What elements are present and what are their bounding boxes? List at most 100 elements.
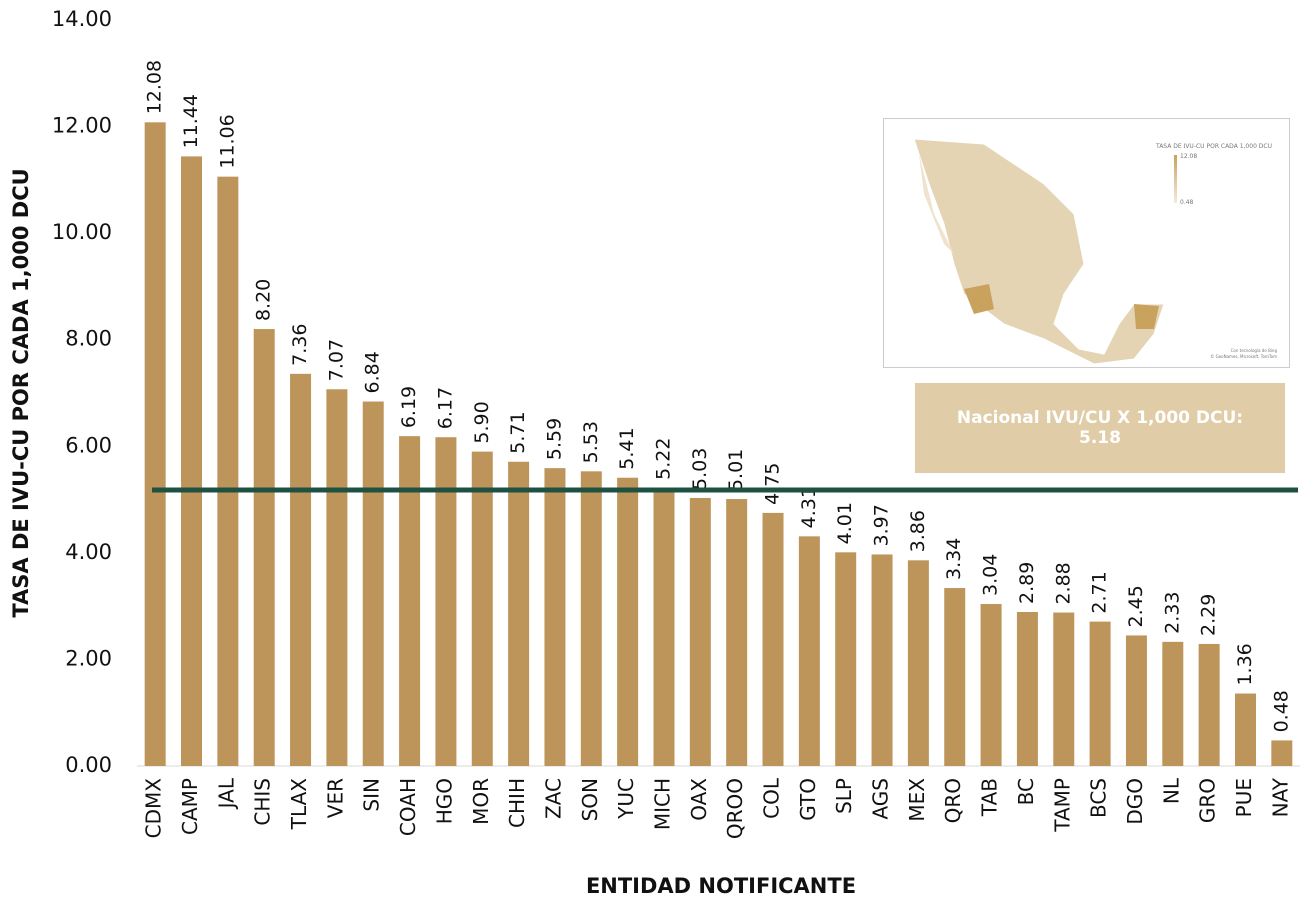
bar xyxy=(689,497,711,766)
x-tick-label: TAB xyxy=(978,778,1002,817)
value-label: 7.36 xyxy=(289,324,311,366)
y-axis-label: TASA DE IVU-CU POR CADA 1,000 DCU xyxy=(9,168,33,617)
bar xyxy=(1162,641,1184,766)
map-state xyxy=(1134,304,1159,329)
x-tick-label: SIN xyxy=(360,778,384,812)
y-tick-label: 2.00 xyxy=(65,646,112,670)
value-label: 3.04 xyxy=(980,554,1002,596)
value-label: 6.84 xyxy=(362,351,384,393)
x-tick-label: TLAX xyxy=(287,778,311,831)
y-tick-label: 4.00 xyxy=(65,540,112,564)
value-label: 5.53 xyxy=(580,421,602,463)
bar xyxy=(1089,621,1111,766)
x-tick-label: MICH xyxy=(650,778,674,830)
bar xyxy=(144,122,166,766)
y-tick-label: 6.00 xyxy=(65,433,112,457)
x-tick-label: SLP xyxy=(832,778,856,814)
value-label: 5.03 xyxy=(689,448,711,490)
map-country xyxy=(913,138,1164,364)
x-tick-label: QRO xyxy=(941,778,965,823)
value-label: 2.88 xyxy=(1052,562,1074,604)
x-tick-label: YUC xyxy=(614,778,638,820)
bar xyxy=(653,487,675,766)
bar xyxy=(798,536,820,766)
value-label: 3.34 xyxy=(943,538,965,580)
value-label: 5.71 xyxy=(507,411,529,453)
map-inset: TASA DE IVU-CU POR CADA 1,000 DCU 12.08 … xyxy=(883,118,1290,368)
x-tick-label: HGO xyxy=(432,778,456,824)
x-tick-label: AGS xyxy=(869,778,893,820)
value-label: 6.17 xyxy=(434,387,456,429)
bar xyxy=(1234,693,1256,766)
x-tick-label: CHIH xyxy=(505,778,529,828)
x-tick-label: GTO xyxy=(796,778,820,821)
bar xyxy=(580,471,602,766)
value-label: 4.75 xyxy=(762,463,784,505)
bar xyxy=(217,176,239,766)
bar xyxy=(1016,612,1038,766)
map-legend-min: 0.48 xyxy=(1180,199,1194,206)
x-tick-label: SON xyxy=(578,778,602,821)
x-tick-label: MEX xyxy=(905,778,929,822)
value-label: 2.45 xyxy=(1125,585,1147,627)
x-tick-label: COAH xyxy=(396,778,420,836)
map-legend-title: TASA DE IVU-CU POR CADA 1,000 DCU xyxy=(1156,143,1272,150)
x-tick-label: CDMX xyxy=(142,778,166,839)
value-label: 4.31 xyxy=(798,486,820,528)
x-tick-label: BCS xyxy=(1087,778,1111,818)
bar xyxy=(508,461,530,766)
bar xyxy=(835,552,857,766)
value-label: 3.86 xyxy=(907,510,929,552)
bar xyxy=(1271,740,1293,766)
value-label: 11.06 xyxy=(216,114,238,168)
map-credit: © GeoNames, Microsoft, TomTom xyxy=(1210,354,1277,359)
value-label: 3.97 xyxy=(871,504,893,546)
value-label: 2.29 xyxy=(1198,594,1220,636)
value-label: 8.20 xyxy=(253,279,275,321)
x-tick-label: GRO xyxy=(1196,778,1220,823)
bar xyxy=(980,604,1002,766)
x-tick-label: OAX xyxy=(687,778,711,821)
map-legend-bar xyxy=(1174,155,1177,203)
bar xyxy=(617,477,639,766)
reference-annotation: Nacional IVU/CU X 1,000 DCU: 5.18 xyxy=(915,383,1285,473)
bar xyxy=(253,329,275,766)
y-tick-label: 0.00 xyxy=(65,753,112,777)
x-tick-label: CHIS xyxy=(251,778,275,826)
bar xyxy=(181,156,203,766)
map-state xyxy=(964,284,994,314)
bar xyxy=(762,512,784,766)
bar xyxy=(726,499,748,766)
x-tick-label: JAL xyxy=(214,777,238,810)
value-label: 6.19 xyxy=(398,386,420,428)
value-label: 5.22 xyxy=(652,438,674,480)
bar xyxy=(871,554,893,766)
value-label: 5.01 xyxy=(725,449,747,491)
bar xyxy=(435,437,457,766)
y-tick-label: 10.00 xyxy=(52,220,112,244)
map-legend-max: 12.08 xyxy=(1180,153,1198,160)
bar xyxy=(399,436,421,766)
bar xyxy=(544,468,566,766)
value-label: 4.01 xyxy=(834,502,856,544)
x-axis-label: ENTIDAD NOTIFICANTE xyxy=(586,874,856,898)
value-label: 0.48 xyxy=(1270,690,1292,732)
x-tick-label: VER xyxy=(323,778,347,818)
x-tick-label: ZAC xyxy=(541,778,565,819)
value-label: 5.41 xyxy=(616,427,638,469)
x-tick-label: BC xyxy=(1014,778,1038,805)
value-label: 7.07 xyxy=(325,339,347,381)
x-tick-label: NL xyxy=(1159,777,1183,804)
value-label: 5.59 xyxy=(543,418,565,460)
bar xyxy=(326,389,348,766)
value-label: 2.71 xyxy=(1089,571,1111,613)
x-tick-label: CAMP xyxy=(178,778,202,835)
bar xyxy=(907,560,929,766)
x-tick-label: QROO xyxy=(723,778,747,839)
map-credit: Con tecnología de Bing xyxy=(1230,348,1277,353)
y-tick-label: 14.00 xyxy=(52,7,112,31)
map-shape xyxy=(913,138,1164,364)
x-tick-label: TAMP xyxy=(1050,778,1074,833)
